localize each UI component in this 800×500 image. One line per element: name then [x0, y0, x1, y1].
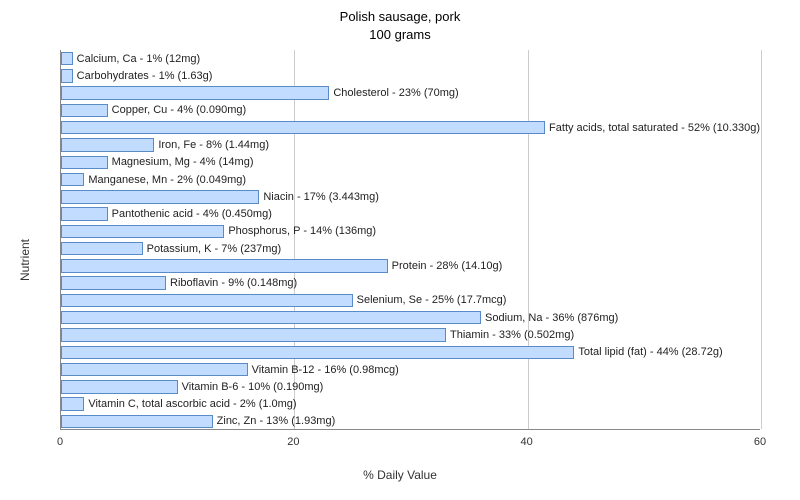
nutrient-bar-label: Protein - 28% (14.10g) — [388, 260, 503, 272]
x-tick-label: 40 — [521, 436, 533, 448]
nutrient-bar-row: Magnesium, Mg - 4% (14mg) — [61, 156, 760, 169]
nutrient-bar-label: Vitamin C, total ascorbic acid - 2% (1.0… — [84, 398, 296, 410]
nutrient-bar — [61, 328, 446, 341]
nutrient-bar-label: Phosphorus, P - 14% (136mg) — [224, 225, 376, 237]
nutrient-bar-label: Potassium, K - 7% (237mg) — [143, 243, 282, 255]
nutrient-bar-row: Riboflavin - 9% (0.148mg) — [61, 276, 760, 289]
nutrient-bar-row: Calcium, Ca - 1% (12mg) — [61, 52, 760, 65]
nutrient-bar-row: Niacin - 17% (3.443mg) — [61, 190, 760, 203]
nutrient-bar-row: Sodium, Na - 36% (876mg) — [61, 311, 760, 324]
x-axis-label: % Daily Value — [363, 468, 437, 482]
nutrient-bar-label: Zinc, Zn - 13% (1.93mg) — [213, 415, 336, 427]
nutrient-bar-label: Magnesium, Mg - 4% (14mg) — [108, 156, 254, 168]
nutrient-bar-row: Iron, Fe - 8% (1.44mg) — [61, 138, 760, 151]
nutrient-bar — [61, 173, 84, 186]
title-line-1: Polish sausage, pork — [340, 9, 461, 24]
nutrient-bar-label: Pantothenic acid - 4% (0.450mg) — [108, 208, 272, 220]
nutrient-bar-label: Sodium, Na - 36% (876mg) — [481, 312, 618, 324]
nutrient-bar-row: Vitamin B-6 - 10% (0.190mg) — [61, 380, 760, 393]
nutrient-bar — [61, 207, 108, 220]
nutrient-bar — [61, 242, 143, 255]
nutrient-bar-row: Protein - 28% (14.10g) — [61, 259, 760, 272]
plot-area: Calcium, Ca - 1% (12mg) Carbohydrates - 1… — [60, 50, 760, 430]
nutrient-bar-row: Zinc, Zn - 13% (1.93mg) — [61, 415, 760, 428]
nutrient-bar-label: Vitamin B-12 - 16% (0.98mcg) — [248, 364, 399, 376]
nutrient-bar-label: Cholesterol - 23% (70mg) — [329, 87, 458, 99]
nutrient-bar-row: Copper, Cu - 4% (0.090mg) — [61, 104, 760, 117]
nutrient-bar — [61, 415, 213, 428]
nutrient-bar-label: Copper, Cu - 4% (0.090mg) — [108, 104, 247, 116]
nutrient-bar — [61, 363, 248, 376]
nutrient-bar-row: Phosphorus, P - 14% (136mg) — [61, 225, 760, 238]
nutrient-bar-label: Total lipid (fat) - 44% (28.72g) — [574, 346, 722, 358]
nutrient-bar-row: Thiamin - 33% (0.502mg) — [61, 328, 760, 341]
nutrient-bar — [61, 86, 329, 99]
x-tick-label: 20 — [287, 436, 299, 448]
nutrient-bar — [61, 259, 388, 272]
x-tick-label: 60 — [754, 436, 766, 448]
nutrient-bar-row: Vitamin B-12 - 16% (0.98mcg) — [61, 363, 760, 376]
nutrient-bar-row: Manganese, Mn - 2% (0.049mg) — [61, 173, 760, 186]
nutrient-chart: Polish sausage, pork 100 grams Calcium, … — [0, 0, 800, 500]
nutrient-bar-label: Iron, Fe - 8% (1.44mg) — [154, 139, 269, 151]
nutrient-bar — [61, 138, 154, 151]
nutrient-bar-label: Riboflavin - 9% (0.148mg) — [166, 277, 297, 289]
nutrient-bar-row: Carbohydrates - 1% (1.63g) — [61, 69, 760, 82]
nutrient-bar-row: Vitamin C, total ascorbic acid - 2% (1.0… — [61, 397, 760, 410]
x-tick-label: 0 — [57, 436, 63, 448]
nutrient-bar — [61, 380, 178, 393]
nutrient-bar-label: Niacin - 17% (3.443mg) — [259, 191, 379, 203]
gridline — [761, 50, 762, 429]
nutrient-bar — [61, 346, 574, 359]
nutrient-bar-label: Calcium, Ca - 1% (12mg) — [73, 53, 200, 65]
nutrient-bar-label: Vitamin B-6 - 10% (0.190mg) — [178, 381, 324, 393]
nutrient-bar — [61, 69, 73, 82]
nutrient-bar-row: Fatty acids, total saturated - 52% (10.3… — [61, 121, 760, 134]
nutrient-bar — [61, 397, 84, 410]
nutrient-bar-label: Fatty acids, total saturated - 52% (10.3… — [545, 122, 760, 134]
nutrient-bar-row: Selenium, Se - 25% (17.7mcg) — [61, 294, 760, 307]
y-axis-label: Nutrient — [18, 239, 32, 281]
nutrient-bar — [61, 276, 166, 289]
nutrient-bar — [61, 311, 481, 324]
nutrient-bar-label: Selenium, Se - 25% (17.7mcg) — [353, 294, 507, 306]
nutrient-bar-row: Potassium, K - 7% (237mg) — [61, 242, 760, 255]
nutrient-bar — [61, 52, 73, 65]
nutrient-bar — [61, 190, 259, 203]
nutrient-bar — [61, 121, 545, 134]
nutrient-bar-label: Thiamin - 33% (0.502mg) — [446, 329, 574, 341]
nutrient-bar — [61, 225, 224, 238]
nutrient-bar-label: Manganese, Mn - 2% (0.049mg) — [84, 174, 246, 186]
nutrient-bar-label: Carbohydrates - 1% (1.63g) — [73, 70, 213, 82]
nutrient-bar-row: Pantothenic acid - 4% (0.450mg) — [61, 207, 760, 220]
nutrient-bar-row: Cholesterol - 23% (70mg) — [61, 86, 760, 99]
title-line-2: 100 grams — [369, 27, 430, 42]
nutrient-bar-row: Total lipid (fat) - 44% (28.72g) — [61, 346, 760, 359]
nutrient-bar — [61, 104, 108, 117]
chart-title: Polish sausage, pork 100 grams — [0, 8, 800, 43]
nutrient-bar — [61, 294, 353, 307]
nutrient-bar — [61, 156, 108, 169]
